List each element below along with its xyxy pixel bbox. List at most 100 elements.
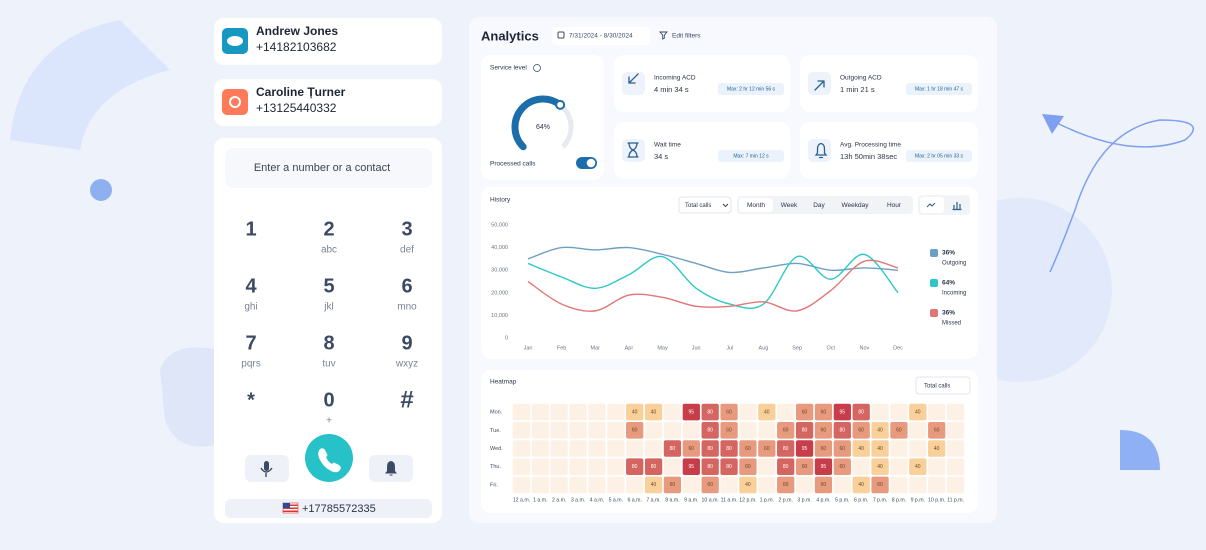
history-dropdown-label[interactable]: Total calls [685, 203, 711, 209]
heatmap-cell [682, 476, 700, 494]
heatmap-cell [833, 440, 851, 457]
heatmap-cell [644, 458, 663, 475]
x-tick-label: Nov [859, 345, 869, 351]
heatmap-cell [701, 476, 719, 494]
heatmap-cell [588, 403, 606, 421]
heatmap-col-label: 11 p.m. [947, 497, 964, 503]
heatmap-cell [588, 422, 606, 439]
key-digit[interactable]: 0 [323, 389, 334, 411]
heatmap-col-label: 8 a.m. [665, 497, 679, 503]
bar-icon [952, 202, 962, 211]
heatmap-cell [795, 403, 814, 421]
heatmap-cell [871, 476, 889, 494]
heatmap-cell [928, 440, 946, 457]
key-digit[interactable]: 5 [323, 275, 334, 297]
heatmap-cell-label: 60 [934, 428, 940, 434]
heatmap-cell [909, 476, 927, 494]
heatmap-cell-label: 60 [632, 428, 638, 434]
heatmap-cell [814, 476, 833, 494]
heatmap-cell-label: 80 [726, 446, 732, 452]
heatmap-cell [871, 440, 889, 457]
heatmap-col-label: 7 p.m. [873, 497, 887, 503]
decoration [1049, 119, 1195, 273]
date-picker[interactable] [552, 27, 650, 45]
contact-card [214, 18, 442, 65]
edit-filters[interactable]: Edit filters [672, 33, 701, 40]
contact-name: Caroline Țurner [256, 85, 346, 99]
view-line[interactable] [920, 197, 944, 213]
y-tick-label: 0 [505, 335, 508, 341]
key-digit[interactable]: 7 [245, 332, 256, 354]
key-digit[interactable]: # [400, 386, 413, 413]
heatmap-cell [720, 476, 738, 494]
heatmap-cell [814, 440, 833, 457]
x-tick-label: Mar [591, 345, 601, 351]
tab[interactable]: Month [747, 202, 765, 209]
processed-calls-label: Processed calls [490, 161, 536, 168]
tab[interactable]: Week [781, 202, 798, 209]
heatmap-row-label: Mon. [490, 410, 503, 416]
history-dropdown[interactable] [678, 196, 732, 214]
legend-name: Missed [942, 321, 961, 327]
heatmap-cell [512, 458, 531, 475]
heatmap-cell [663, 403, 682, 421]
heatmap-cell [588, 476, 606, 494]
key-digit[interactable]: 1 [245, 218, 256, 240]
heatmap-cell [871, 422, 889, 439]
heatmap-cell-label: 60 [745, 464, 751, 470]
caller-id-bar[interactable] [225, 499, 432, 518]
heatmap-row-label: Thu. [490, 464, 501, 470]
stat-icon [814, 142, 828, 159]
key-letters: mno [397, 302, 417, 313]
key-digit[interactable]: * [247, 389, 255, 411]
tab[interactable]: Hour [887, 202, 902, 209]
input-placeholder[interactable]: Enter a number or a contact [254, 162, 390, 174]
key-digit[interactable]: 3 [401, 218, 412, 240]
caller-id: +17785572335 [302, 503, 376, 515]
x-tick-label: May [657, 345, 668, 351]
heatmap-cell [531, 403, 549, 421]
heatmap-dropdown[interactable] [915, 376, 971, 395]
key-letters: wxyz [395, 359, 418, 370]
heatmap-cell-label: 60 [689, 446, 695, 452]
heatmap-cell [550, 476, 568, 494]
tab[interactable]: Weekday [842, 202, 870, 209]
contact-icon-glyph [227, 36, 243, 46]
stat-label: Wait time [654, 142, 681, 149]
stat-icon [814, 80, 825, 91]
heatmap-cell [928, 403, 946, 421]
heatmap-row-label: Fri. [490, 482, 498, 488]
call-button[interactable] [305, 434, 353, 482]
decoration [10, 20, 170, 150]
heatmap-row-label: Wed. [490, 446, 503, 452]
history-title: History [490, 197, 511, 204]
gauge-value [511, 95, 564, 151]
decoration [90, 179, 112, 201]
heatmap-cell [682, 458, 700, 475]
legend-name: Outgoing [942, 261, 966, 267]
key-digit[interactable]: 9 [401, 332, 412, 354]
x-tick-label: Feb [557, 345, 566, 351]
heatmap-cell-label: 60 [840, 446, 846, 452]
key-digit[interactable]: 6 [401, 275, 412, 297]
heatmap-col-label: 9 a.m. [684, 497, 698, 503]
heatmap-dropdown-label[interactable]: Total calls [924, 384, 950, 390]
key-digit[interactable]: 2 [323, 218, 334, 240]
key-digit[interactable]: 4 [245, 275, 257, 297]
decoration [1042, 114, 1064, 134]
tab-group [737, 196, 913, 214]
heatmap-cell [890, 476, 908, 494]
x-tick-label: Jan [524, 345, 533, 351]
heatmap-col-label: 12 a.m. [513, 497, 530, 503]
heatmap-cell [758, 422, 776, 439]
heatmap-cell [626, 440, 644, 457]
stat-icon [628, 73, 639, 84]
legend-swatch [930, 249, 938, 257]
heatmap-cell [644, 476, 663, 494]
key-digit[interactable]: 8 [323, 332, 334, 354]
tab[interactable]: Day [813, 202, 825, 209]
heatmap-cell [777, 403, 795, 421]
heatmap-cell-label: 40 [651, 409, 657, 415]
heatmap-cell-label: 95 [840, 409, 846, 415]
heatmap-cell [758, 403, 776, 421]
